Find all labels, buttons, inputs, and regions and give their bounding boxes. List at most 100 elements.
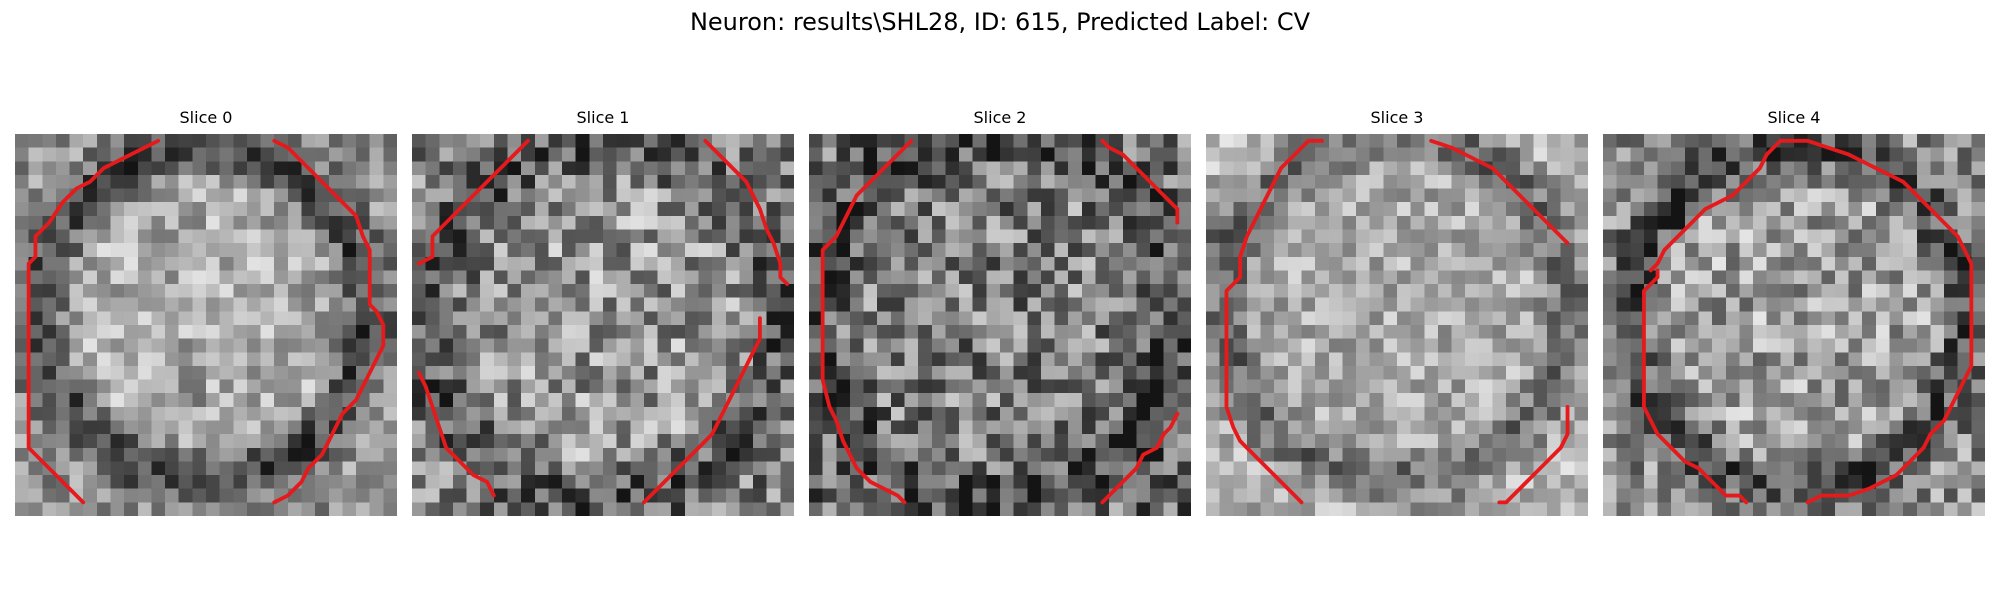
image-pixel [178, 161, 193, 176]
image-pixel [124, 134, 139, 148]
image-pixel [274, 243, 289, 258]
image-pixel [1013, 352, 1028, 367]
image-pixel [110, 297, 125, 312]
image-pixel [863, 297, 878, 312]
image-pixel [383, 420, 397, 435]
image-pixel [1506, 447, 1521, 462]
image-pixel [671, 447, 686, 462]
image-pixel [1109, 447, 1124, 462]
image-pixel [1081, 352, 1096, 367]
image-pixel [1342, 188, 1357, 203]
image-pixel [1136, 256, 1151, 271]
image-pixel [657, 134, 672, 148]
image-pixel [1000, 406, 1014, 421]
image-pixel [1889, 284, 1904, 298]
image-pixel [15, 134, 29, 148]
image-pixel [1233, 502, 1248, 516]
image-pixel [1342, 215, 1357, 230]
image-pixel [1753, 202, 1767, 217]
image-pixel [643, 174, 658, 189]
image-pixel [725, 229, 740, 244]
image-pixel [1356, 352, 1370, 367]
image-pixel [671, 406, 686, 421]
image-pixel [452, 256, 467, 271]
image-pixel [1725, 297, 1740, 312]
image-pixel [369, 461, 384, 476]
image-pixel [1821, 475, 1836, 489]
image-pixel [1081, 270, 1096, 285]
image-pixel [1725, 174, 1740, 189]
image-pixel [780, 188, 794, 203]
image-pixel [1725, 270, 1740, 285]
image-pixel [1643, 447, 1658, 462]
image-pixel [1068, 420, 1083, 435]
image-pixel [1287, 134, 1302, 148]
image-pixel [904, 461, 919, 476]
image-pixel [55, 270, 70, 285]
image-pixel [246, 379, 261, 394]
image-pixel [863, 338, 878, 353]
image-pixel [96, 311, 111, 326]
image-pixel [1206, 393, 1220, 408]
image-pixel [137, 434, 152, 449]
image-pixel [1780, 475, 1795, 489]
image-pixel [192, 202, 207, 217]
image-pixel [1971, 447, 1985, 462]
image-pixel [1233, 134, 1248, 148]
image-pixel [315, 352, 330, 367]
image-pixel [1397, 134, 1411, 148]
image-pixel [616, 502, 631, 516]
image-pixel [1013, 365, 1028, 380]
image-pixel [1136, 215, 1151, 230]
image-pixel [328, 134, 343, 148]
image-pixel [439, 365, 454, 380]
image-pixel [877, 393, 892, 408]
image-pixel [1848, 406, 1863, 421]
image-pixel [931, 161, 946, 176]
image-pixel [986, 270, 1001, 285]
image-pixel [260, 420, 275, 435]
image-pixel [301, 284, 316, 298]
image-pixel [137, 406, 152, 421]
image-pixel [1136, 243, 1151, 258]
image-pixel [1616, 215, 1631, 230]
image-pixel [1739, 270, 1754, 285]
image-pixel [945, 502, 960, 516]
image-pixel [1684, 134, 1699, 148]
image-pixel [657, 243, 672, 258]
image-pixel [412, 215, 426, 230]
image-pixel [1315, 311, 1330, 326]
image-pixel [383, 461, 397, 476]
image-pixel [219, 406, 234, 421]
image-pixel [562, 488, 576, 503]
image-pixel [1424, 284, 1439, 298]
image-pixel [1451, 256, 1466, 271]
image-pixel [822, 256, 837, 271]
image-pixel [1630, 188, 1645, 203]
image-pixel [1547, 434, 1561, 449]
image-pixel [493, 243, 508, 258]
image-pixel [643, 229, 658, 244]
image-pixel [110, 338, 125, 353]
image-pixel [630, 325, 645, 339]
image-pixel [1903, 338, 1918, 353]
image-pixel [575, 488, 590, 503]
image-pixel [83, 161, 98, 176]
image-pixel [1397, 379, 1411, 394]
image-pixel [1095, 161, 1110, 176]
image-pixel [534, 352, 549, 367]
image-pixel [1698, 488, 1713, 503]
image-pixel [1698, 134, 1713, 148]
image-pixel [1465, 434, 1480, 449]
image-pixel [124, 284, 139, 298]
image-pixel [1081, 447, 1096, 462]
image-pixel [356, 256, 370, 271]
image-pixel [507, 488, 522, 503]
image-pixel [1957, 161, 1972, 176]
image-pixel [466, 297, 481, 312]
image-pixel [1383, 379, 1398, 394]
image-pixel [972, 270, 987, 285]
image-pixel [616, 229, 631, 244]
image-pixel [657, 215, 672, 230]
image-pixel [1095, 215, 1110, 230]
